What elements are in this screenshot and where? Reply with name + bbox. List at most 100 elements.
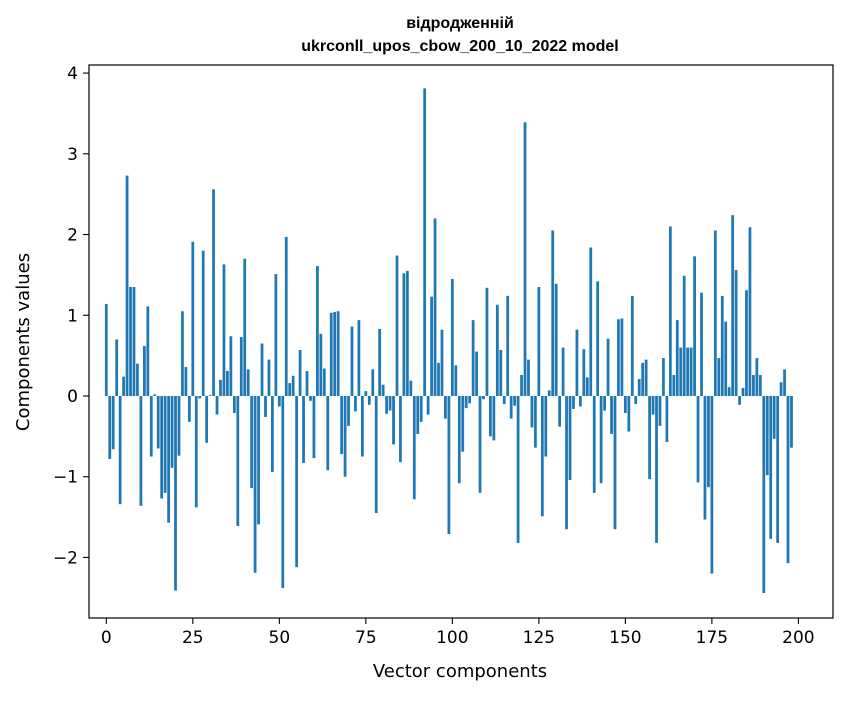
x-tick-label: 150 bbox=[609, 628, 641, 648]
bar bbox=[679, 347, 683, 396]
bar bbox=[617, 319, 620, 396]
bar bbox=[381, 384, 385, 396]
bar bbox=[336, 311, 340, 396]
bar bbox=[495, 304, 499, 396]
bar bbox=[696, 395, 700, 483]
bar bbox=[585, 377, 589, 396]
bar bbox=[177, 395, 181, 456]
bar bbox=[129, 287, 132, 396]
y-tick-label: 3 bbox=[67, 145, 78, 165]
bar bbox=[167, 395, 170, 523]
bar bbox=[405, 270, 409, 396]
bar bbox=[492, 395, 496, 441]
bar bbox=[239, 337, 243, 396]
bar bbox=[513, 395, 517, 406]
bar bbox=[468, 395, 472, 404]
bar bbox=[530, 395, 534, 428]
bar bbox=[523, 122, 527, 396]
bar bbox=[509, 395, 513, 419]
bar bbox=[215, 395, 219, 415]
bar bbox=[727, 387, 731, 396]
bar bbox=[703, 395, 707, 520]
bar bbox=[219, 379, 222, 396]
bar bbox=[527, 359, 530, 396]
bar bbox=[662, 358, 665, 396]
bar bbox=[198, 395, 202, 399]
bar bbox=[537, 287, 541, 396]
bar bbox=[478, 395, 482, 493]
bar bbox=[329, 312, 333, 396]
bar bbox=[409, 380, 413, 396]
x-tick-label: 0 bbox=[101, 628, 112, 648]
bar bbox=[579, 395, 582, 407]
bar bbox=[437, 362, 440, 396]
bar bbox=[274, 274, 278, 396]
bar bbox=[534, 395, 537, 448]
bar bbox=[392, 395, 395, 445]
bar bbox=[291, 375, 295, 396]
y-tick-label: 2 bbox=[67, 226, 78, 246]
bar bbox=[257, 395, 260, 525]
bar bbox=[554, 283, 558, 396]
y-tick-label: 1 bbox=[67, 306, 78, 326]
bar bbox=[592, 395, 596, 493]
bar bbox=[208, 395, 212, 396]
bar bbox=[357, 320, 361, 396]
bar bbox=[360, 395, 364, 457]
bar bbox=[350, 326, 354, 396]
bar bbox=[620, 318, 624, 396]
bar bbox=[520, 375, 523, 396]
bar bbox=[741, 387, 745, 396]
bar bbox=[758, 375, 762, 396]
bar bbox=[776, 395, 780, 543]
x-axis-label: Vector components bbox=[373, 661, 547, 682]
y-tick-label: −2 bbox=[53, 548, 78, 568]
bar bbox=[319, 333, 323, 396]
x-axis: 0 25 50 75 100 125 150 175 200 bbox=[101, 618, 815, 648]
bar bbox=[426, 395, 430, 415]
bar bbox=[153, 394, 157, 396]
bar bbox=[322, 368, 326, 396]
x-tick-label: 175 bbox=[696, 628, 728, 648]
bar bbox=[388, 395, 392, 411]
bar bbox=[281, 395, 285, 589]
bar bbox=[222, 264, 226, 396]
bar bbox=[710, 395, 714, 574]
bar bbox=[464, 395, 468, 409]
bar bbox=[246, 369, 250, 396]
bar bbox=[412, 395, 416, 500]
bar bbox=[724, 321, 728, 396]
bar bbox=[738, 395, 741, 405]
x-tick-label: 100 bbox=[436, 628, 468, 648]
bar bbox=[558, 395, 562, 427]
bar bbox=[201, 250, 205, 396]
bar bbox=[707, 395, 710, 488]
bar bbox=[271, 395, 274, 472]
bar-series bbox=[104, 88, 793, 593]
y-axis: −2 −1 0 1 2 3 4 bbox=[53, 64, 89, 568]
bar bbox=[772, 395, 776, 439]
bar bbox=[641, 362, 645, 396]
bar bbox=[229, 336, 233, 396]
bar bbox=[575, 329, 579, 396]
bar bbox=[163, 395, 167, 493]
bar bbox=[354, 395, 357, 412]
bar bbox=[568, 395, 572, 480]
bar bbox=[790, 395, 793, 448]
bar bbox=[298, 349, 302, 396]
bar bbox=[419, 395, 423, 422]
bar bbox=[572, 395, 575, 409]
bar bbox=[544, 395, 548, 457]
bar bbox=[139, 395, 143, 506]
bar bbox=[277, 395, 281, 407]
bar bbox=[367, 395, 371, 405]
bar bbox=[243, 258, 247, 396]
bar bbox=[156, 395, 160, 449]
bar bbox=[399, 395, 402, 463]
bar bbox=[665, 395, 669, 443]
bar bbox=[606, 338, 610, 396]
bar bbox=[447, 395, 451, 535]
bar bbox=[765, 395, 769, 476]
x-tick-label: 25 bbox=[182, 628, 204, 648]
bar bbox=[402, 273, 406, 396]
